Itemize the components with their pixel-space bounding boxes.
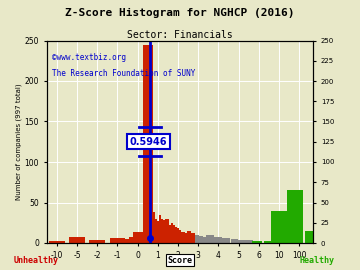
Bar — [181, 232, 183, 243]
Bar — [264, 241, 270, 243]
Bar — [69, 237, 85, 243]
Bar — [123, 239, 131, 243]
Bar — [109, 238, 125, 243]
Bar — [245, 240, 253, 243]
Bar — [191, 233, 195, 243]
Bar — [177, 228, 179, 243]
Bar — [183, 232, 185, 243]
Text: Healthy: Healthy — [299, 256, 334, 265]
Text: ©www.textbiz.org: ©www.textbiz.org — [52, 53, 126, 62]
Bar — [157, 221, 159, 243]
Bar — [153, 212, 155, 243]
Bar — [187, 231, 191, 243]
Bar — [161, 219, 163, 243]
Bar — [305, 231, 313, 243]
Bar — [206, 235, 214, 243]
Bar — [287, 190, 303, 243]
Bar — [49, 241, 65, 243]
Bar — [143, 45, 153, 243]
Bar — [89, 240, 105, 243]
Bar — [175, 227, 177, 243]
Bar — [173, 225, 175, 243]
Bar — [271, 211, 287, 243]
Bar — [171, 223, 173, 243]
Y-axis label: Number of companies (997 total): Number of companies (997 total) — [15, 83, 22, 200]
Bar — [163, 220, 165, 243]
Bar — [215, 237, 222, 243]
Bar — [165, 219, 167, 243]
Text: Score: Score — [167, 256, 193, 265]
Text: The Research Foundation of SUNY: The Research Foundation of SUNY — [52, 69, 195, 78]
Bar — [167, 219, 169, 243]
Bar — [133, 232, 143, 243]
Bar — [185, 233, 187, 243]
Bar — [252, 241, 262, 243]
Bar — [230, 239, 238, 243]
Bar — [155, 219, 157, 243]
Bar — [222, 238, 230, 243]
Bar — [270, 241, 276, 243]
Bar — [129, 237, 136, 243]
Bar — [159, 215, 161, 243]
Text: Unhealthy: Unhealthy — [14, 256, 58, 265]
Bar — [169, 225, 171, 243]
Bar — [179, 230, 181, 243]
Text: 0.5946: 0.5946 — [130, 137, 167, 147]
Bar — [151, 198, 153, 243]
Bar — [195, 235, 199, 243]
Bar — [199, 236, 203, 243]
Bar — [203, 237, 207, 243]
Text: Sector: Financials: Sector: Financials — [127, 30, 233, 40]
Bar — [237, 240, 244, 243]
Text: Z-Score Histogram for NGHCP (2016): Z-Score Histogram for NGHCP (2016) — [65, 8, 295, 18]
Bar — [149, 170, 151, 243]
